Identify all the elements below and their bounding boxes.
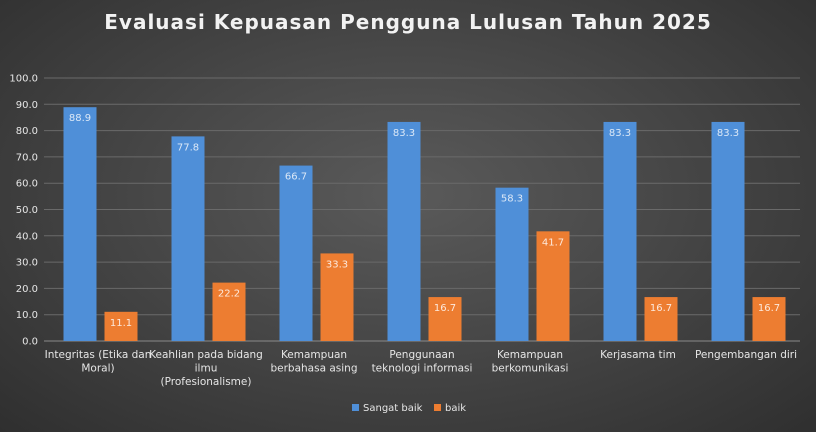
y-tick-label: 50.0 — [16, 205, 38, 216]
x-category-label-line: Kerjasama tim — [600, 349, 676, 361]
x-category-label: Kemampuan berkomunikasi — [492, 349, 569, 375]
data-label: 33.3 — [326, 259, 348, 270]
y-tick-label: 0.0 — [22, 337, 38, 348]
bar-baik — [752, 297, 786, 341]
y-tick-label: 10.0 — [16, 310, 38, 321]
x-category-label-line: (Profesionalisme) — [161, 376, 252, 388]
bar-sangat-baik — [387, 121, 421, 342]
bar-sangat-baik — [279, 165, 313, 341]
bar-baik — [428, 297, 462, 341]
x-category-label-line: berbahasa asing — [270, 363, 357, 375]
x-category-label-line: Keahlian pada bidang — [149, 349, 263, 361]
legend-swatch — [352, 404, 359, 411]
y-tick-label: 100.0 — [9, 74, 38, 85]
x-category-label-line: Penggunaan — [389, 349, 454, 361]
bar-baik — [212, 282, 246, 341]
bar-sangat-baik — [711, 121, 745, 342]
legend-swatch — [434, 404, 441, 411]
x-category-label: Kemampuan berbahasa asing — [270, 349, 357, 375]
bar-sangat-baik — [495, 187, 529, 341]
y-tick-label: 20.0 — [16, 284, 38, 295]
x-category-label-line: teknologi informasi — [372, 363, 473, 375]
x-category-label-line: Integritas (Etika dan — [45, 349, 152, 361]
data-label: 16.7 — [434, 303, 456, 314]
x-category-label: Integritas (Etika dan Moral) — [45, 349, 152, 375]
y-tick-label: 40.0 — [16, 231, 38, 242]
legend-label: Sangat baik — [363, 403, 423, 414]
bar-baik — [104, 311, 138, 341]
data-label: 16.7 — [650, 303, 672, 314]
x-category-label-line: Kemampuan — [281, 349, 347, 361]
y-tick-label: 30.0 — [16, 258, 38, 269]
y-tick-label: 80.0 — [16, 126, 38, 137]
chart-title: Evaluasi Kepuasan Pengguna Lulusan Tahun… — [104, 10, 712, 34]
x-category-label-line: Pengembangan diri — [695, 349, 797, 361]
x-category-label-line: Moral) — [81, 363, 114, 375]
bar-sangat-baik — [603, 121, 637, 342]
y-tick-label: 70.0 — [16, 152, 38, 163]
x-category-label: Kerjasama tim — [600, 349, 676, 361]
x-category-label: Keahlian pada bidang ilmu (Profesionalisme… — [149, 349, 263, 388]
legend-label: baik — [445, 403, 466, 414]
x-category-label-line: ilmu — [195, 363, 218, 375]
data-label: 83.3 — [717, 128, 739, 139]
data-label: 77.8 — [177, 142, 199, 153]
data-label: 22.2 — [218, 289, 240, 300]
bar-baik — [536, 231, 570, 341]
bar-sangat-baik — [63, 107, 97, 342]
data-label: 41.7 — [542, 237, 564, 248]
data-label: 83.3 — [393, 128, 415, 139]
x-category-label: Pengembangan diri — [695, 349, 797, 361]
data-label: 58.3 — [501, 194, 523, 205]
x-category-label: Penggunaan teknologi informasi — [372, 349, 473, 375]
data-label: 66.7 — [285, 172, 307, 183]
y-tick-label: 90.0 — [16, 100, 38, 111]
x-category-label-line: Kemampuan — [497, 349, 563, 361]
bar-baik — [320, 253, 354, 341]
data-label: 88.9 — [69, 113, 91, 124]
bar-sangat-baik — [171, 136, 205, 341]
data-label: 11.1 — [110, 318, 132, 329]
y-tick-label: 60.0 — [16, 179, 38, 190]
data-label: 83.3 — [609, 128, 631, 139]
x-category-label-line: berkomunikasi — [492, 363, 569, 375]
data-label: 16.7 — [758, 303, 780, 314]
bar-baik — [644, 297, 678, 341]
